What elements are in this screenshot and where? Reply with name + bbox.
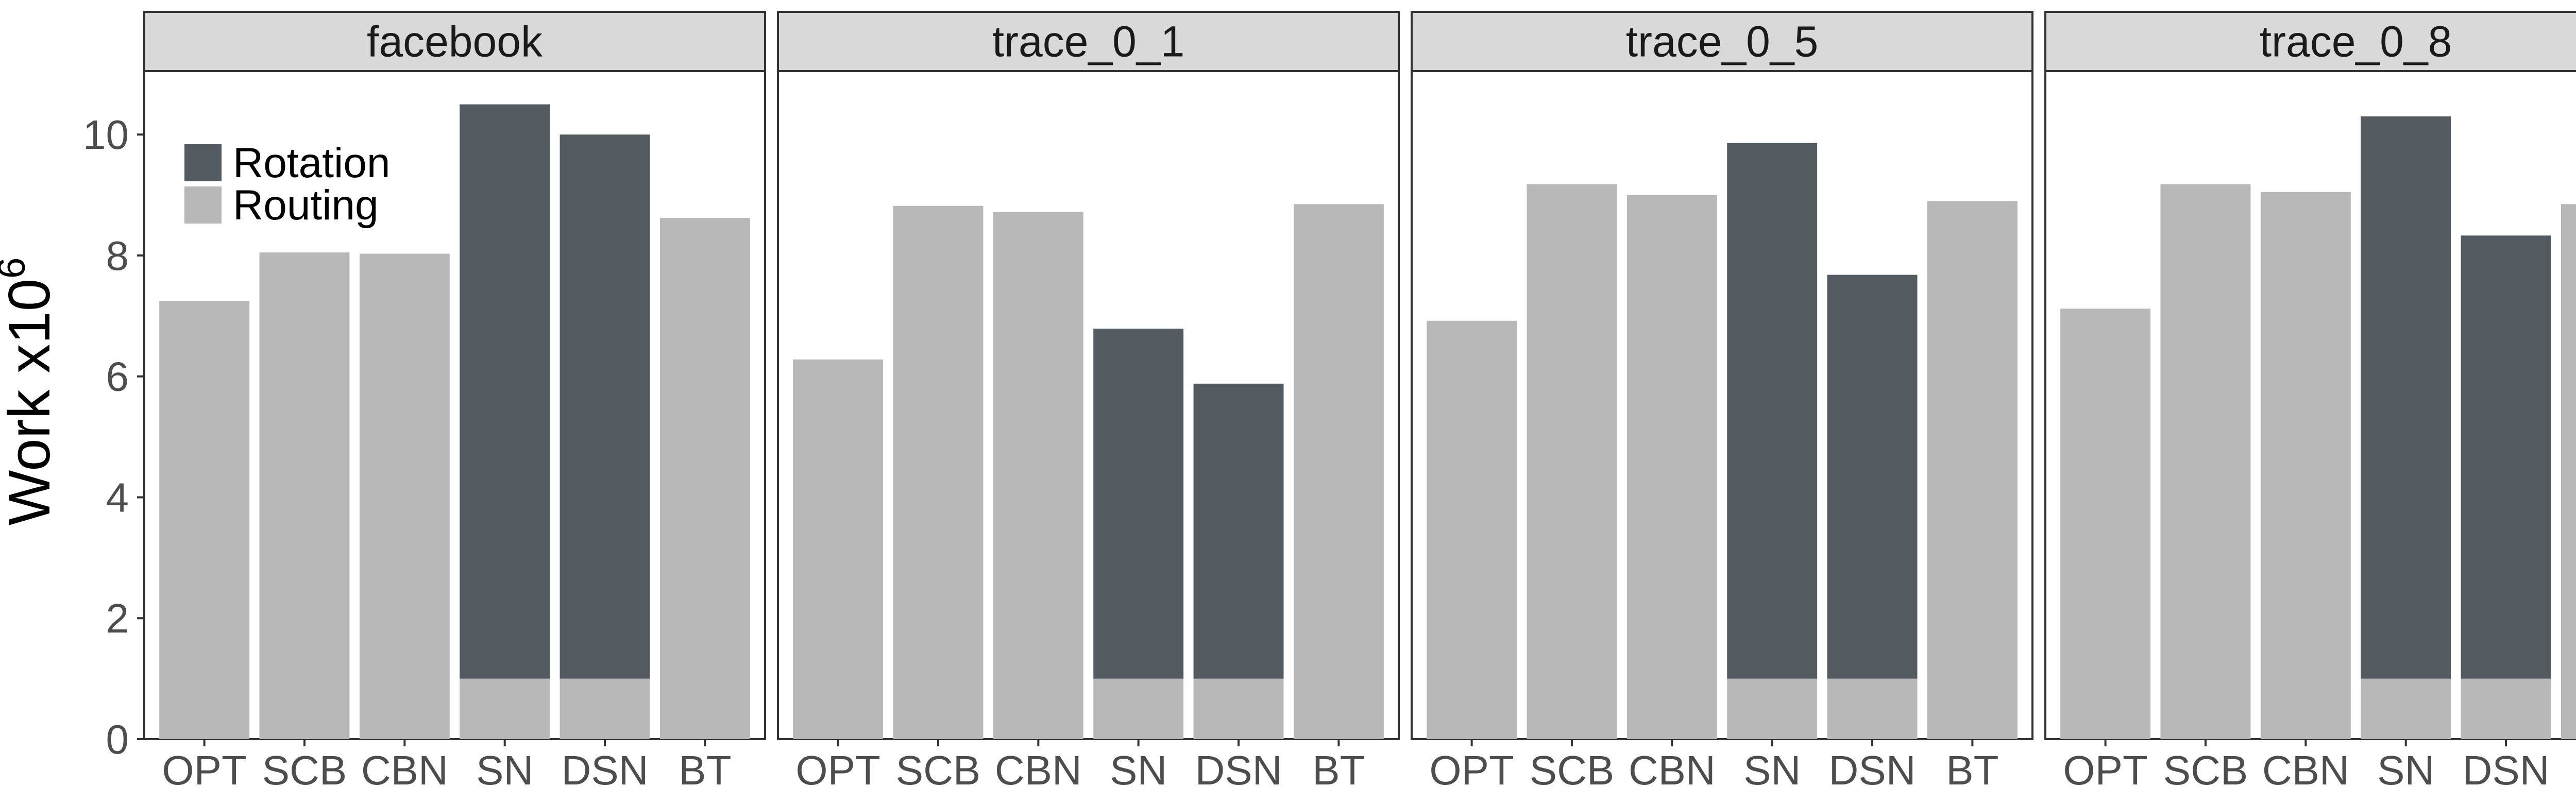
legend-label: Routing [233,182,379,229]
bar-rotation-dsn [2461,235,2551,679]
x-tick-label: DSN [562,747,649,793]
y-axis: 0 2 4 6 8 10 [83,112,144,762]
bar-routing-sn [2361,678,2451,739]
x-tick-label: SN [476,747,533,793]
facet-strip [2044,11,2576,72]
x-tick-label: SN [2377,747,2434,793]
bar-routing-dsn [1827,678,1918,739]
x-tick-label: BT [1312,747,1365,793]
legend-label: Rotation [233,140,390,186]
y-tick-label: 10 [83,112,129,158]
bar-rotation-sn [1093,329,1184,679]
bar-routing-opt [159,301,250,739]
facet-title: trace_0_5 [1626,18,1819,66]
bar-rotation-dsn [1193,383,1284,679]
x-tick-label: BT [1946,747,1998,793]
bar-routing-scb [893,206,984,739]
bar-routing-opt [2060,309,2151,739]
x-tick-label: SCB [2163,747,2248,793]
facet-strip [777,11,1400,72]
y-axis-title-text: Work x10 [0,279,62,525]
bar-routing-cbn [359,253,450,739]
x-tick-label: DSN [1829,747,1916,793]
legend-key-rotation [184,144,222,181]
bar-routing-scb [259,252,350,739]
facet-panel: trace_0_8OPTSCBCBNSNDSNBT [2044,11,2576,793]
y-tick-label: 6 [106,354,129,400]
bar-routing-bt [1927,201,2018,740]
y-axis-title-superscript: 6 [0,258,33,279]
x-tick-label: CBN [995,747,1082,793]
bar-routing-opt [1427,320,1517,739]
facet-panel: trace_0_1 OPT SCB CBN SN DSN BT [777,11,1400,793]
bar-routing-cbn [1626,195,1717,740]
x-tick-label: DSN [2463,747,2550,793]
bar-routing-scb [1527,184,1617,739]
facets-layer: facebook OPT SCB CBN SN DSN BT trace_0_1 OPT SCB C… [143,11,2576,793]
bar-routing-dsn [2461,678,2551,739]
x-tick-label: SN [1743,747,1801,793]
bar-rotation-dsn [1827,275,1918,679]
bar-rotation-sn [2361,116,2451,679]
bar-routing-sn [1093,678,1184,739]
bar-routing-sn [1727,678,1818,739]
facet-panel: facebook OPT SCB CBN SN DSN BT [143,11,766,793]
x-tick-label: SCB [1530,747,1615,793]
bar-routing-bt [2561,204,2576,739]
bar-routing-cbn [2260,192,2351,740]
x-tick-label: CBN [1629,747,1716,793]
x-tick-label: OPT [1429,747,1514,793]
y-axis-title: Work x106 [0,258,62,526]
x-tick-label: SCB [896,747,981,793]
y-tick-label: 2 [106,595,129,641]
bar-routing-bt [1293,204,1384,739]
x-tick-label: SCB [262,747,347,793]
facet-title: trace_0_8 [2260,18,2452,66]
y-tick-label: 0 [106,716,129,762]
y-tick-label: 8 [106,233,129,279]
x-tick-label: OPT [2063,747,2147,793]
y-tick-label: 4 [106,474,129,520]
bar-routing-bt [659,218,750,739]
x-tick-label: OPT [162,747,246,793]
x-tick-label: OPT [795,747,880,793]
x-tick-label: CBN [361,747,448,793]
bar-routing-cbn [993,212,1083,739]
bar-rotation-sn [460,104,550,679]
bar-routing-scb [2160,184,2251,739]
bar-routing-dsn [560,678,650,739]
facet-title: trace_0_1 [992,18,1185,66]
x-tick-label: SN [1110,747,1167,793]
bar-routing-dsn [1193,678,1284,739]
legend-key-routing [184,186,222,224]
bar-rotation-sn [1727,143,1818,679]
facet-panel: trace_0_5 OPT SCB CBN SN DSN BT [1411,11,2033,793]
bar-routing-sn [460,678,550,739]
x-tick-label: CBN [2262,747,2349,793]
facet-strip [143,11,766,72]
bar-routing-opt [793,359,884,739]
bar-rotation-dsn [560,134,650,679]
x-tick-label: DSN [1195,747,1282,793]
x-tick-label: BT [679,747,731,793]
facet-title: facebook [367,18,543,66]
